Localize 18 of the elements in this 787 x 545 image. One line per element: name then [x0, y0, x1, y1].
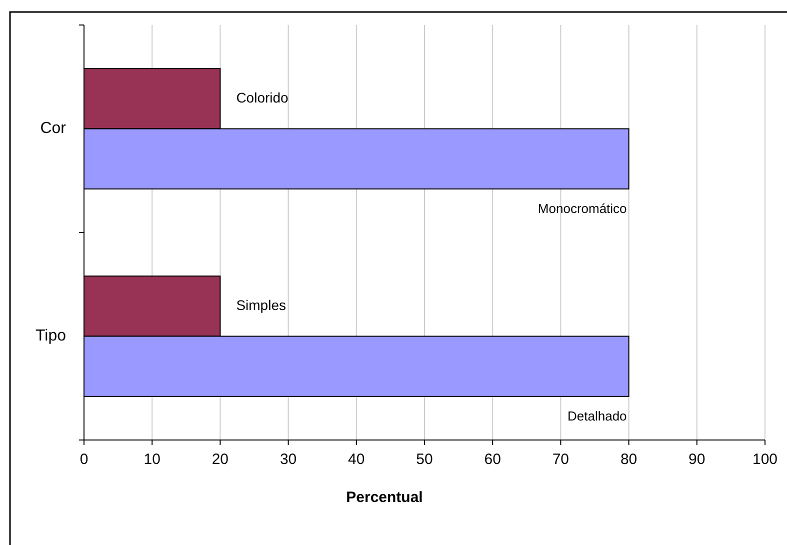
x-tick-label: 100 [752, 451, 778, 468]
y-tick-label: Tipo [35, 327, 66, 344]
annotation: Monocromático [538, 200, 627, 216]
x-tick-label: 50 [416, 451, 433, 468]
x-tick-label: 10 [144, 451, 160, 468]
x-tick-label: 60 [484, 451, 501, 468]
x-axis-title: Percentual [346, 489, 423, 506]
x-tick-label: 40 [348, 451, 365, 468]
x-tick-label: 90 [688, 451, 706, 468]
x-tick-label: 70 [552, 451, 570, 468]
annotation: Simples [236, 296, 286, 313]
x-tick-label: 20 [212, 451, 229, 468]
annotation: Detalhado [568, 408, 627, 424]
annotation: Colorido [236, 89, 289, 106]
y-tick-label: Cor [40, 120, 67, 137]
x-tick-label: 0 [80, 451, 88, 468]
x-tick-label: 80 [620, 451, 638, 468]
x-tick-label: 30 [280, 451, 297, 468]
